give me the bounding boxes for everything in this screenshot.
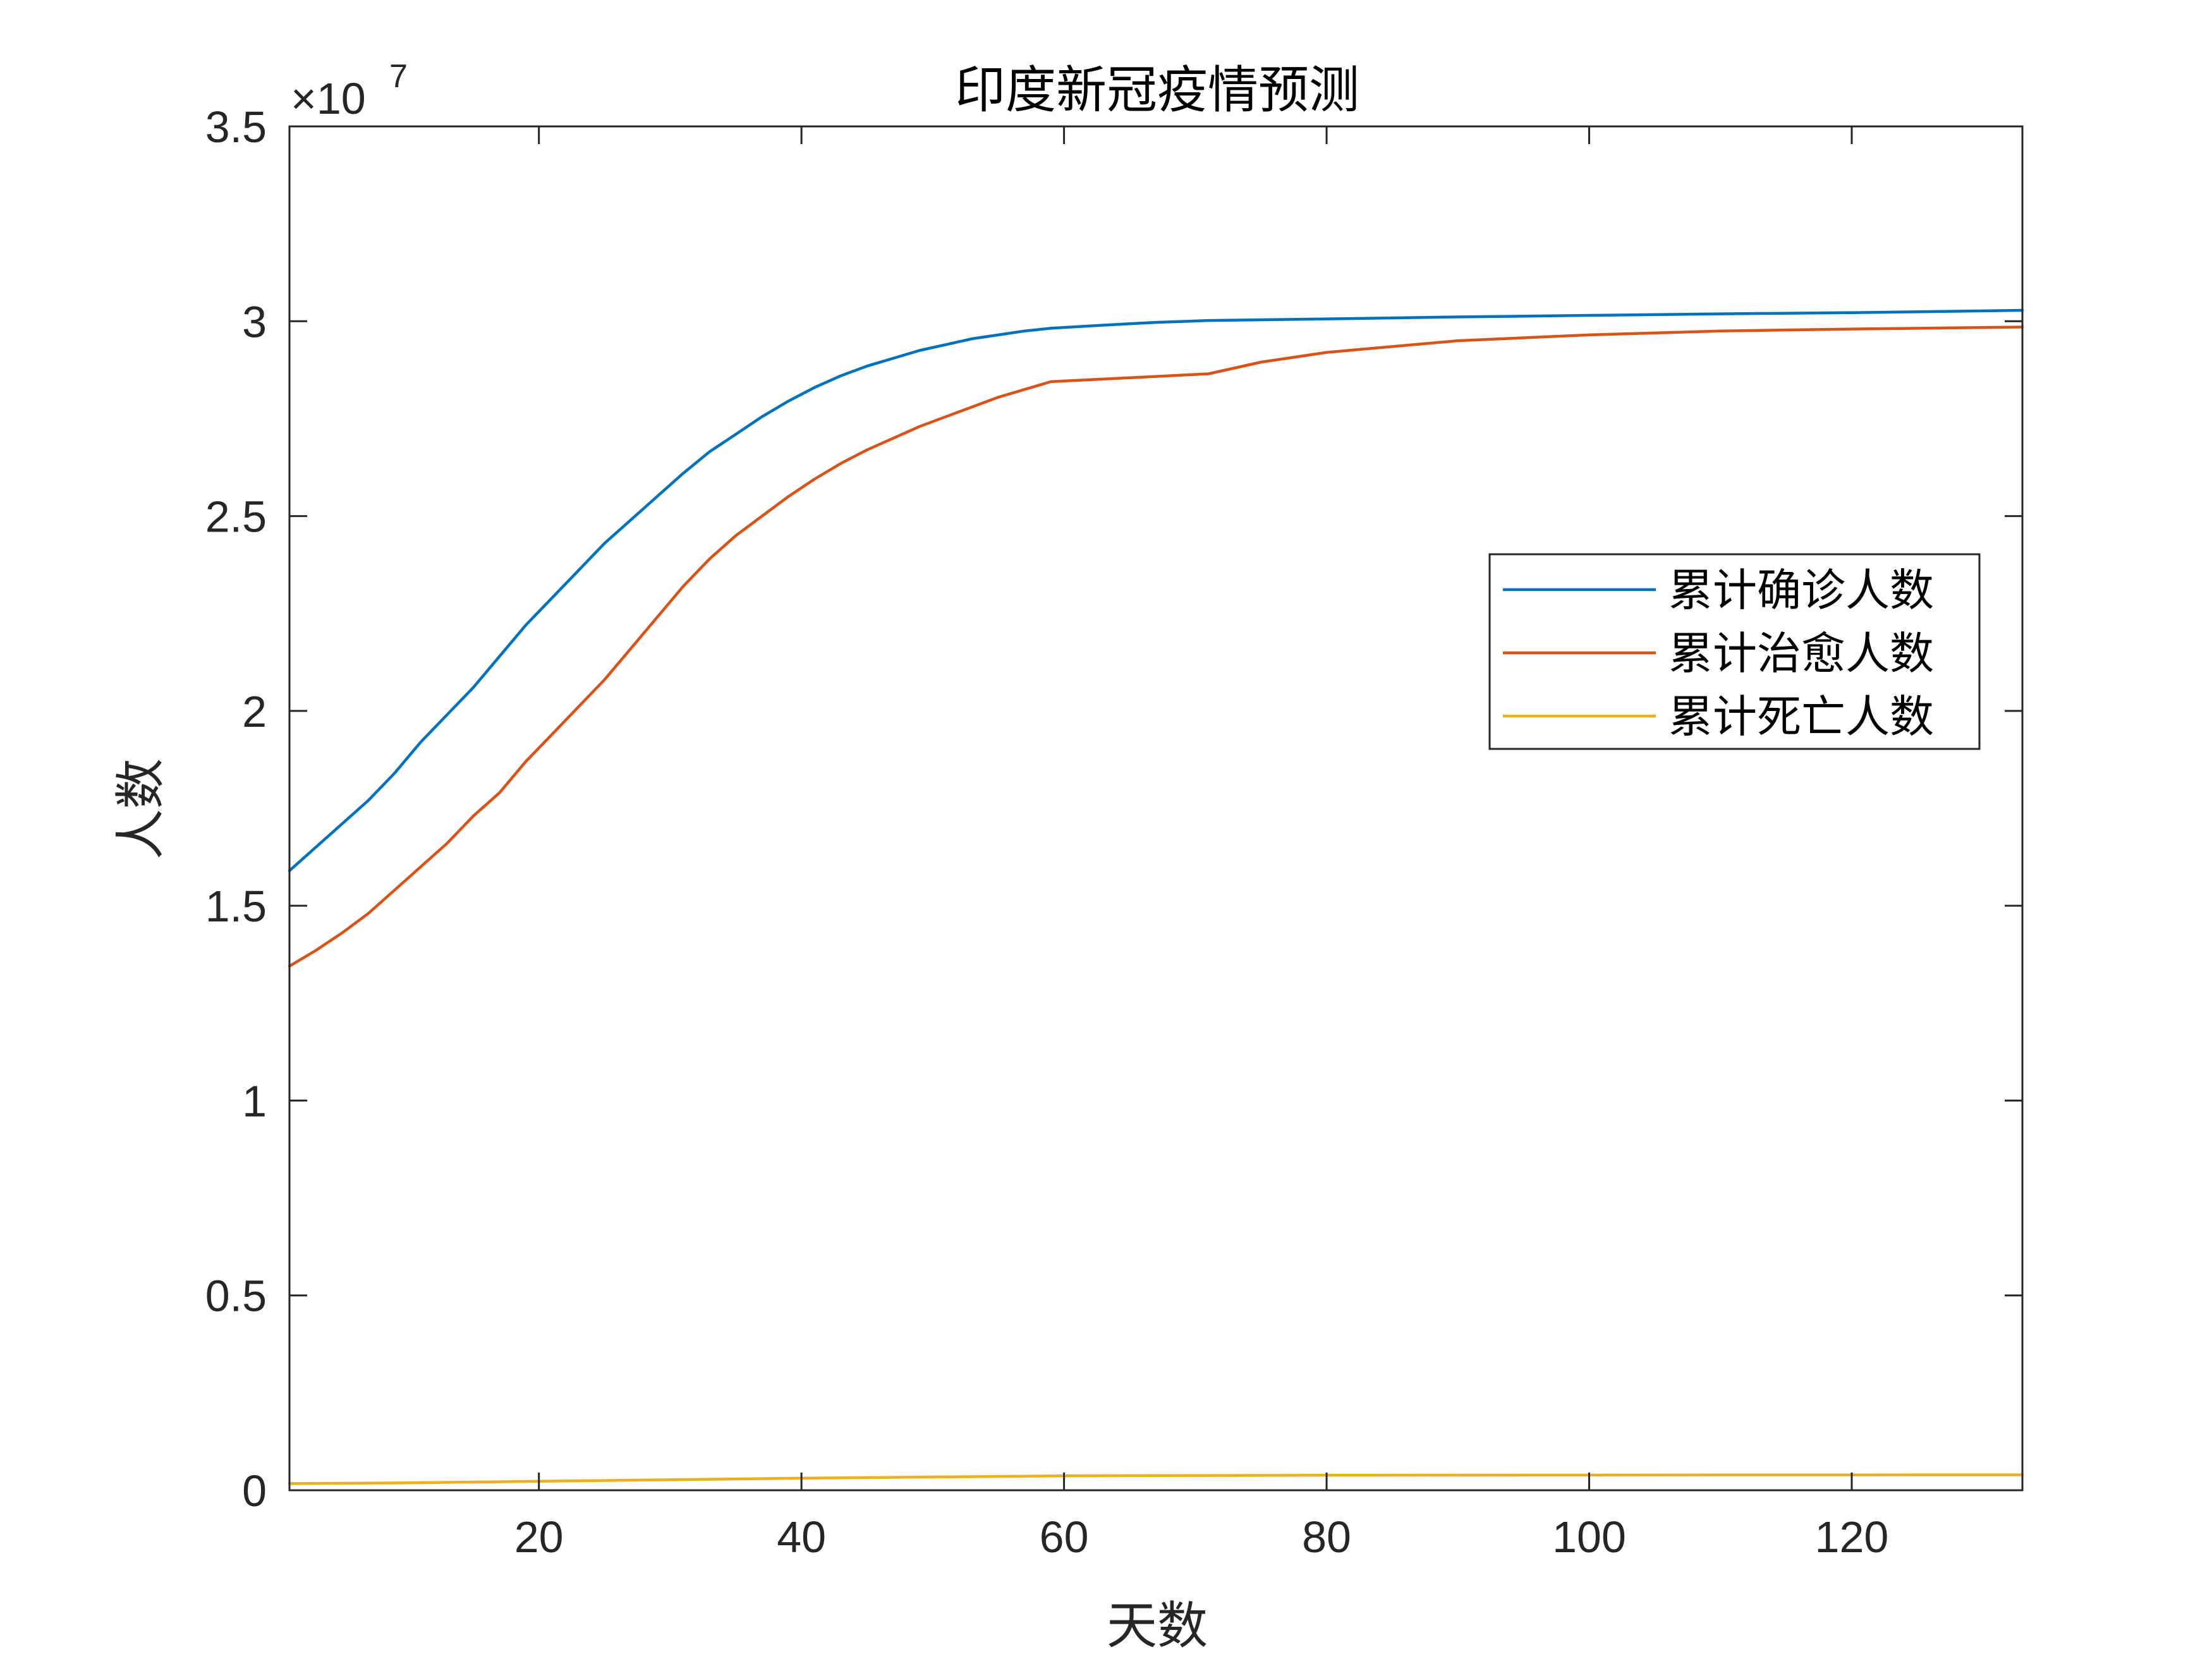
x-tick-label: 80 (1302, 1512, 1351, 1562)
x-tick-label: 60 (1040, 1512, 1089, 1562)
x-axis-ticks: 20 40 60 80 100 120 (514, 126, 1889, 1562)
y-exponent-base: ×10 (291, 74, 366, 123)
y-tick-label: 0.5 (205, 1272, 267, 1321)
y-tick-label: 1.5 (205, 882, 267, 931)
y-exponent-power: 7 (389, 58, 408, 95)
y-axis-label: 人数 (111, 758, 170, 860)
plot-area-frame (288, 125, 2024, 1492)
legend-label-1: 累计确诊人数 (1668, 564, 1934, 616)
x-axis-label: 天数 (1107, 1596, 1208, 1655)
y-tick-label: 3 (242, 297, 267, 346)
series-line-2 (288, 325, 2024, 968)
x-tick-label: 20 (514, 1512, 564, 1562)
y-tick-label: 2.5 (205, 492, 267, 542)
series-line-1 (288, 308, 2024, 872)
y-tick-label: 1 (242, 1076, 267, 1126)
x-tick-label: 100 (1552, 1512, 1626, 1562)
y-axis-exponent: ×10 7 (291, 58, 408, 123)
legend-label-2: 累计治愈人数 (1668, 628, 1934, 679)
legend-label-3: 累计死亡人数 (1668, 691, 1934, 743)
y-axis-ticks: 0 0.5 1 1.5 2 2.5 3 3.5 (205, 102, 2022, 1516)
y-tick-label: 0 (242, 1466, 267, 1516)
chart-title: 印度新冠疫情预测 (955, 61, 1359, 119)
series-line-3 (288, 1473, 2024, 1485)
series-layer (288, 308, 2024, 1485)
y-tick-label: 3.5 (205, 102, 267, 152)
x-tick-label: 120 (1815, 1512, 1889, 1562)
y-tick-label: 2 (242, 687, 267, 736)
x-tick-label: 40 (777, 1512, 826, 1562)
